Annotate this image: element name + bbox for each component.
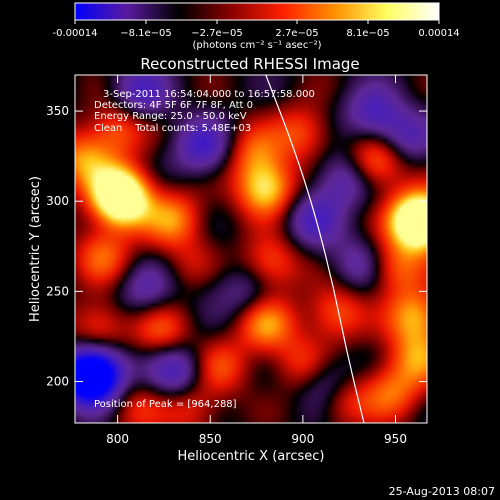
colorbar-tick-label: 2.7e−05 — [275, 28, 318, 39]
energy-range-label: Energy Range: 25.0 - 50.0 keV — [94, 111, 247, 122]
plot-frame — [74, 74, 428, 424]
colorbar-tick-label: 0.00014 — [418, 28, 459, 39]
x-tick-label: 900 — [291, 432, 314, 446]
colorbar-strip — [74, 2, 440, 21]
solar-limb-line — [265, 75, 365, 423]
chart-title: Reconstructed RHESSI Image — [140, 55, 359, 73]
x-axis-ticks: 800 850 900 950 — [106, 75, 407, 446]
peak-position-label: Position of Peak = [964,288] — [94, 399, 237, 410]
x-tick-label: 950 — [384, 432, 407, 446]
y-tick-label: 200 — [46, 375, 69, 389]
y-tick-label: 350 — [46, 104, 69, 118]
colorbar-unit-label: (photons cm⁻² s⁻¹ asec⁻²) — [192, 40, 321, 51]
colorbar-tick-label: 8.1e−05 — [346, 28, 389, 39]
heatmap-image — [75, 75, 427, 423]
y-tick-label: 300 — [46, 194, 69, 208]
colorbar: -0.00014 −8.1e−05 −2.7e−05 2.7e−05 8.1e−05 0.… — [53, 2, 460, 51]
colorbar-tick-label: −8.1e−05 — [120, 28, 172, 39]
colorbar-ticks: -0.00014 −8.1e−05 −2.7e−05 2.7e−05 8.1e−05 0.… — [53, 20, 460, 39]
y-axis-label: Heliocentric Y (arcsec) — [28, 176, 43, 322]
x-axis-label: Heliocentric X (arcsec) — [178, 449, 325, 464]
date-stamp: 25-Aug-2013 08:07 — [389, 485, 495, 498]
plot-area: 800 850 900 950 200 250 300 350 3-Sep-2011 16:… — [46, 74, 428, 446]
y-axis-ticks: 200 250 300 350 — [46, 104, 427, 389]
x-tick-label: 800 — [106, 432, 129, 446]
colorbar-tick-label: -0.00014 — [53, 28, 98, 39]
time-range-label: 3-Sep-2011 16:54:04.000 to 16:57:58.000 — [103, 89, 315, 100]
colorbar-tick-label: −2.7e−05 — [191, 28, 243, 39]
method-counts-label: Clean Total counts: 5.48E+03 — [94, 123, 251, 134]
x-tick-label: 850 — [199, 432, 222, 446]
detectors-label: Detectors: 4F 5F 6F 7F 8F, Att 0 — [94, 100, 253, 111]
y-tick-label: 250 — [46, 284, 69, 298]
